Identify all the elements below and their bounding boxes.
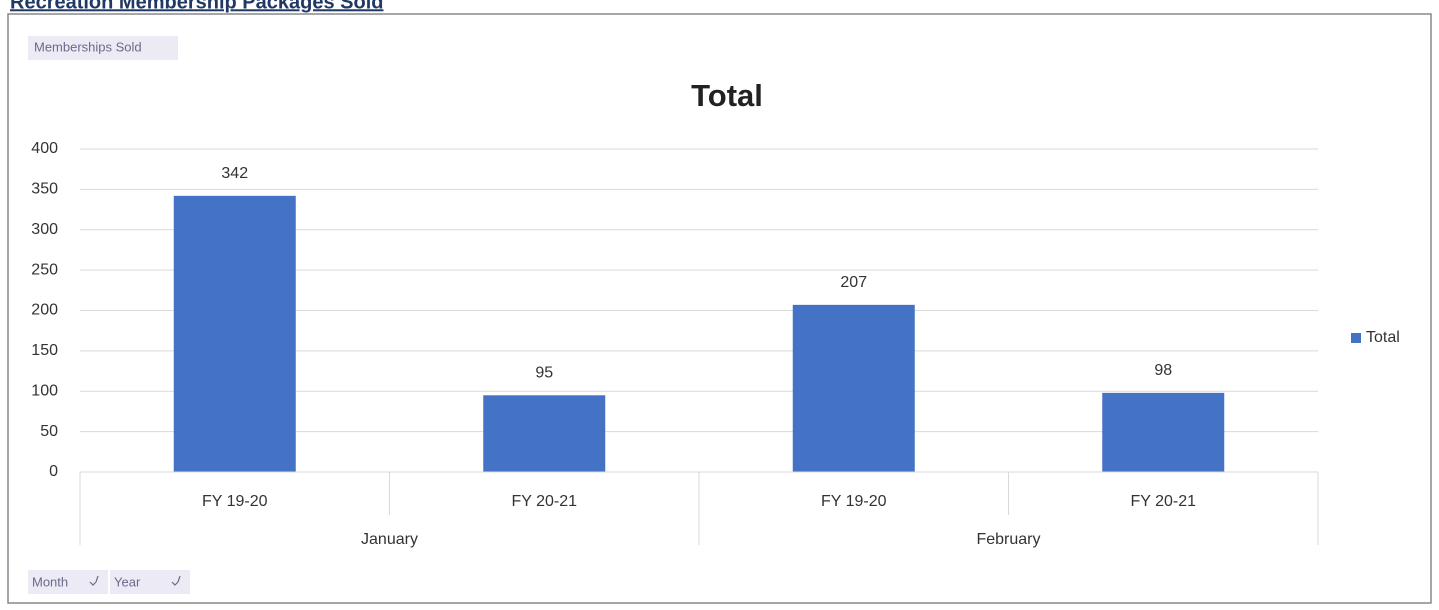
value-label: 207 bbox=[840, 274, 867, 291]
axis-field-label: Year bbox=[114, 574, 141, 589]
group-label: February bbox=[976, 531, 1040, 548]
y-tick-label: 300 bbox=[31, 221, 58, 238]
axis-field-label: Month bbox=[32, 574, 68, 589]
x-tick-label: FY 19-20 bbox=[202, 493, 268, 510]
axis-field-button[interactable] bbox=[110, 570, 190, 594]
value-label: 95 bbox=[535, 365, 553, 382]
legend-label: Total bbox=[1366, 329, 1400, 346]
bar bbox=[1102, 392, 1225, 472]
x-tick-label: FY 19-20 bbox=[821, 493, 887, 510]
y-tick-label: 250 bbox=[31, 261, 58, 278]
y-tick-label: 400 bbox=[31, 140, 58, 157]
y-tick-label: 50 bbox=[40, 423, 58, 440]
bar bbox=[792, 304, 915, 472]
chart-title: Total bbox=[691, 78, 763, 113]
filter-icon bbox=[89, 575, 99, 586]
x-tick-label: FY 20-21 bbox=[511, 493, 577, 510]
y-tick-label: 150 bbox=[31, 342, 58, 359]
legend-swatch bbox=[1351, 333, 1361, 343]
bar bbox=[483, 395, 606, 472]
axis-field-button[interactable] bbox=[28, 570, 108, 594]
y-tick-label: 0 bbox=[49, 463, 58, 480]
x-tick-label: FY 20-21 bbox=[1130, 493, 1196, 510]
y-tick-label: 350 bbox=[31, 181, 58, 198]
filter-icon bbox=[171, 575, 181, 586]
y-tick-label: 200 bbox=[31, 302, 58, 319]
y-tick-label: 100 bbox=[31, 382, 58, 399]
group-label: January bbox=[361, 531, 418, 548]
bar bbox=[173, 195, 296, 472]
value-label: 342 bbox=[221, 165, 248, 182]
value-label: 98 bbox=[1154, 362, 1172, 379]
value-field-button[interactable] bbox=[28, 36, 178, 60]
value-field-label: Memberships Sold bbox=[34, 39, 142, 54]
page-heading: Recreation Membership Packages Sold bbox=[10, 0, 383, 13]
